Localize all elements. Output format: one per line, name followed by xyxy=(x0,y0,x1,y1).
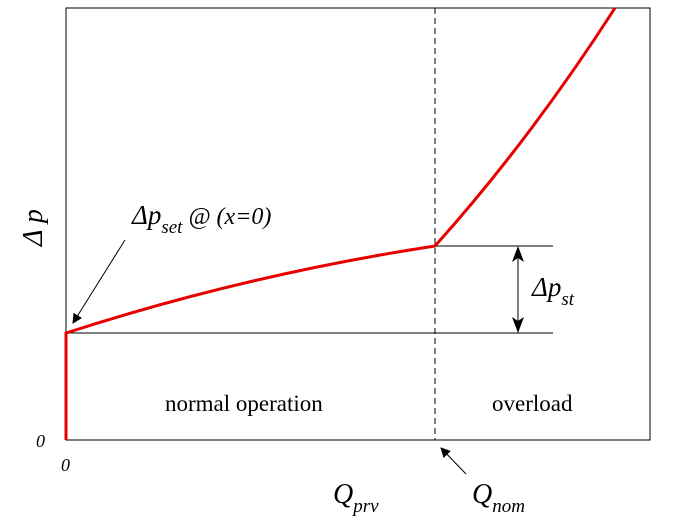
step-pressure-label: Δpst xyxy=(531,272,575,310)
x-axis-label: Qprv xyxy=(333,479,379,517)
origin-y-label: 0 xyxy=(36,431,45,451)
set-point-pointer-arrow xyxy=(72,239,126,324)
step-arrow-up-head xyxy=(512,246,524,262)
region-normal-label: normal operation xyxy=(165,391,323,416)
set-point-label: Δpset @ (x=0) xyxy=(131,200,271,238)
characteristic-curve xyxy=(64,7,617,440)
nominal-flow-label: Qnom xyxy=(472,479,525,517)
plot-frame xyxy=(65,7,651,441)
step-arrow-down-head xyxy=(512,317,524,333)
origin-x-label: 0 xyxy=(61,455,70,475)
nominal-pointer-arrow xyxy=(440,447,467,475)
y-axis-label: Δ p xyxy=(18,209,49,247)
region-overload-label: overload xyxy=(492,391,573,416)
